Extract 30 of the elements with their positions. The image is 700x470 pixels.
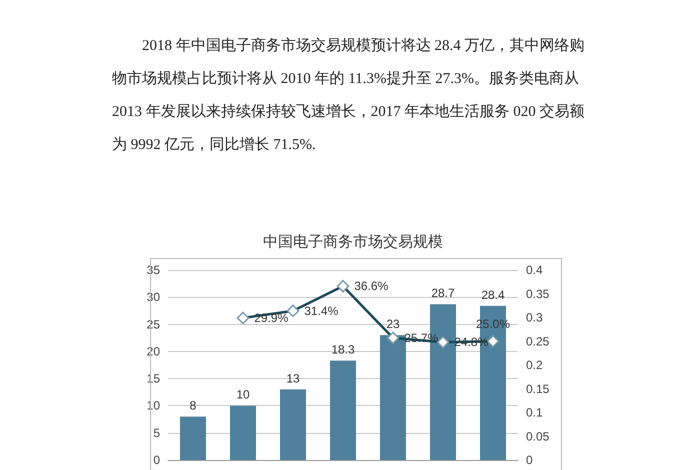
text: 2018 年中国电子商务市场交易规模预计将达 28.4 万亿，其中网络购物市场规模占比预计将从 2010 年的 11.3%提升至 27.3%。服务类电商从 2013 年发展以来持续保持较飞速增长，2017 年本地生活服务 020 交易额为 9992 亿元，同比增长 71.5%. [112,36,586,155]
bar [330,360,356,460]
bar [180,416,206,460]
y2-tick-label: 0.4 [526,263,544,277]
data-label: 36.6% [354,279,389,294]
y2-tick-label: 0.25 [526,334,550,348]
data-label: 25.7% [404,330,439,345]
y2-tick-label: 0.1 [526,406,544,420]
bar [280,389,306,460]
y-tick-label: 0 [153,453,160,467]
data-label: 13 [286,371,300,386]
data-label: 28.4 [481,288,505,302]
data-label: 23 [386,317,400,332]
y2-tick-label: 0.3 [526,310,544,324]
y-tick-label: 5 [153,426,160,440]
y2-tick-label: 0.2 [526,358,544,372]
y2-tick-label: 0.15 [526,382,550,396]
data-label: 8 [190,398,197,413]
y2-tick-label: 0 [526,453,533,467]
data-label: 18.3 [331,342,355,357]
chart-title: 中国电子商务市场交易规模 [263,234,443,250]
data-label: 24.8% [454,335,489,350]
data-label: 31.4% [304,304,339,318]
y2-tick-label: 0.05 [526,429,550,444]
data-label: 10 [236,388,250,402]
y2-tick-label: 0.35 [526,286,550,301]
bar [380,335,406,460]
bar [230,406,256,460]
data-label: 29.9% [254,310,289,325]
data-label: 28.7 [431,286,455,300]
